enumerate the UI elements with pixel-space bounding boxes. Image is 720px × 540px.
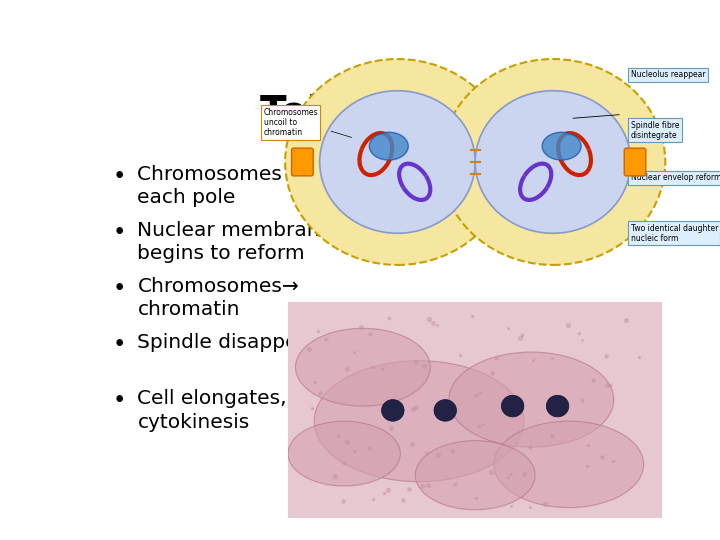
Text: Chromosomes
uncoil to
chromatin: Chromosomes uncoil to chromatin (264, 107, 318, 137)
Text: Telophase: Telophase (260, 94, 478, 132)
Ellipse shape (285, 59, 510, 265)
Text: •: • (112, 165, 126, 187)
Text: •: • (112, 389, 126, 412)
Text: Nuclear envelop reform: Nuclear envelop reform (631, 173, 720, 183)
Text: Chromosomes→
chromatin: Chromosomes→ chromatin (138, 277, 300, 319)
Ellipse shape (546, 395, 569, 417)
Circle shape (475, 91, 631, 233)
Ellipse shape (501, 395, 524, 417)
Ellipse shape (369, 132, 408, 160)
Circle shape (449, 352, 613, 447)
Circle shape (320, 91, 475, 233)
Text: Nuclear membrane
begins to reform: Nuclear membrane begins to reform (138, 221, 333, 263)
Text: •: • (112, 221, 126, 244)
FancyBboxPatch shape (292, 148, 313, 176)
Text: Spindle disappears: Spindle disappears (138, 333, 329, 352)
Circle shape (314, 361, 524, 482)
Ellipse shape (434, 400, 456, 421)
Ellipse shape (542, 132, 581, 160)
Text: Spindle fibre
disintegrate: Spindle fibre disintegrate (631, 120, 679, 140)
Text: Two identical daughter
nucleic form: Two identical daughter nucleic form (631, 224, 718, 243)
Text: •: • (112, 333, 126, 356)
Text: Nucleolus reappear: Nucleolus reappear (631, 70, 706, 79)
Text: Cell elongates, ready for
cytokinesis: Cell elongates, ready for cytokinesis (138, 389, 385, 431)
FancyBboxPatch shape (624, 148, 646, 176)
Circle shape (415, 441, 535, 510)
Ellipse shape (441, 59, 665, 265)
Ellipse shape (382, 400, 404, 421)
Text: Chromosomes are at
each pole: Chromosomes are at each pole (138, 165, 348, 207)
Circle shape (494, 421, 644, 508)
Circle shape (295, 328, 431, 406)
Circle shape (288, 421, 400, 486)
Text: •: • (112, 277, 126, 300)
